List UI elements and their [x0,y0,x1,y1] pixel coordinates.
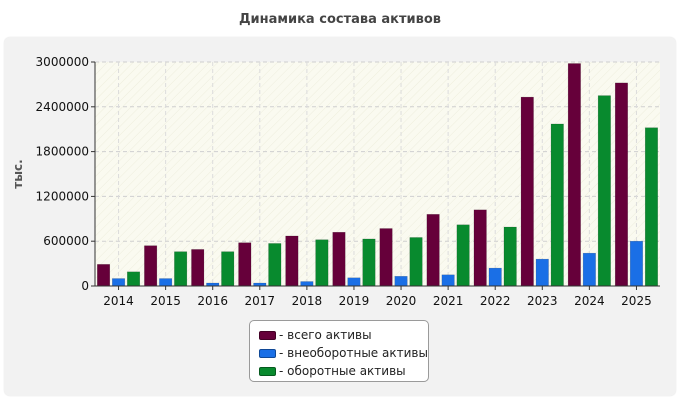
bar-current-assets-2018 [315,239,329,287]
bar-noncurrent-assets-2018 [300,281,314,287]
bar-noncurrent-assets-2021 [441,274,455,287]
legend: - всего активы - внеоборотные активы - о… [249,320,429,382]
chart-title: Динамика состава активов [238,12,442,27]
x-tick-label: 2018 [292,294,323,308]
bar-total-assets-2024 [567,63,581,287]
y-tick-label: 0 [81,279,89,293]
plot-area [95,62,660,286]
x-tick-label: 2019 [339,294,370,308]
bar-total-assets-2025 [614,82,628,287]
bar-noncurrent-assets-2024 [582,252,596,287]
bar-current-assets-2015 [174,251,188,287]
y-tick-label: 3000000 [36,55,89,69]
bar-current-assets-2019 [362,238,376,287]
legend-swatch-current-assets [259,366,276,376]
legend-item-current-assets: - оборотные активы [250,362,428,380]
legend-swatch-noncurrent-assets [259,348,276,358]
bar-current-assets-2021 [456,224,470,287]
x-tick-label: 2017 [245,294,276,308]
bar-noncurrent-assets-2022 [488,267,502,287]
bar-noncurrent-assets-2023 [535,258,549,287]
legend-item-noncurrent-assets: - внеоборотные активы [250,344,428,362]
legend-label-current-assets: - оборотные активы [279,364,406,378]
y-tick-label: 2400000 [36,100,89,114]
x-tick-label: 2021 [433,294,464,308]
bar-total-assets-2014 [97,264,111,287]
bar-current-assets-2024 [597,95,611,287]
bar-total-assets-2017 [238,242,252,287]
x-tick-label: 2020 [386,294,417,308]
bar-total-assets-2021 [426,214,440,287]
bar-total-assets-2015 [144,245,158,287]
bar-current-assets-2023 [550,123,564,287]
x-tick-label: 2016 [197,294,228,308]
x-tick-label: 2025 [621,294,652,308]
bar-noncurrent-assets-2015 [159,278,173,287]
legend-label-total-assets: - всего активы [279,328,372,342]
bar-noncurrent-assets-2025 [629,240,643,287]
legend-swatch-total-assets [259,330,276,340]
bar-noncurrent-assets-2014 [112,278,126,287]
bar-total-assets-2018 [285,235,299,287]
x-tick-label: 2014 [103,294,134,308]
bar-total-assets-2022 [473,209,487,287]
x-tick-label: 2023 [527,294,558,308]
bar-current-assets-2017 [268,243,282,287]
bar-current-assets-2025 [644,127,658,287]
x-tick-label: 2022 [480,294,511,308]
y-axis-label: тыс. [11,159,25,188]
bar-current-assets-2016 [221,251,235,287]
x-tick-label: 2015 [150,294,181,308]
x-tick-label: 2024 [574,294,605,308]
legend-label-noncurrent-assets: - внеоборотные активы [279,346,428,360]
bar-total-assets-2016 [191,249,205,287]
y-tick-label: 1200000 [36,189,89,203]
bar-current-assets-2022 [503,226,517,287]
bar-total-assets-2020 [379,228,393,287]
bar-current-assets-2020 [409,237,423,287]
y-tick-label: 600000 [43,234,89,248]
legend-item-total-assets: - всего активы [250,326,428,344]
bar-total-assets-2023 [520,96,534,287]
bar-total-assets-2019 [332,231,346,287]
bar-current-assets-2014 [127,271,141,287]
bar-noncurrent-assets-2020 [394,276,408,287]
bar-noncurrent-assets-2019 [347,277,361,287]
y-tick-label: 1800000 [36,145,89,159]
